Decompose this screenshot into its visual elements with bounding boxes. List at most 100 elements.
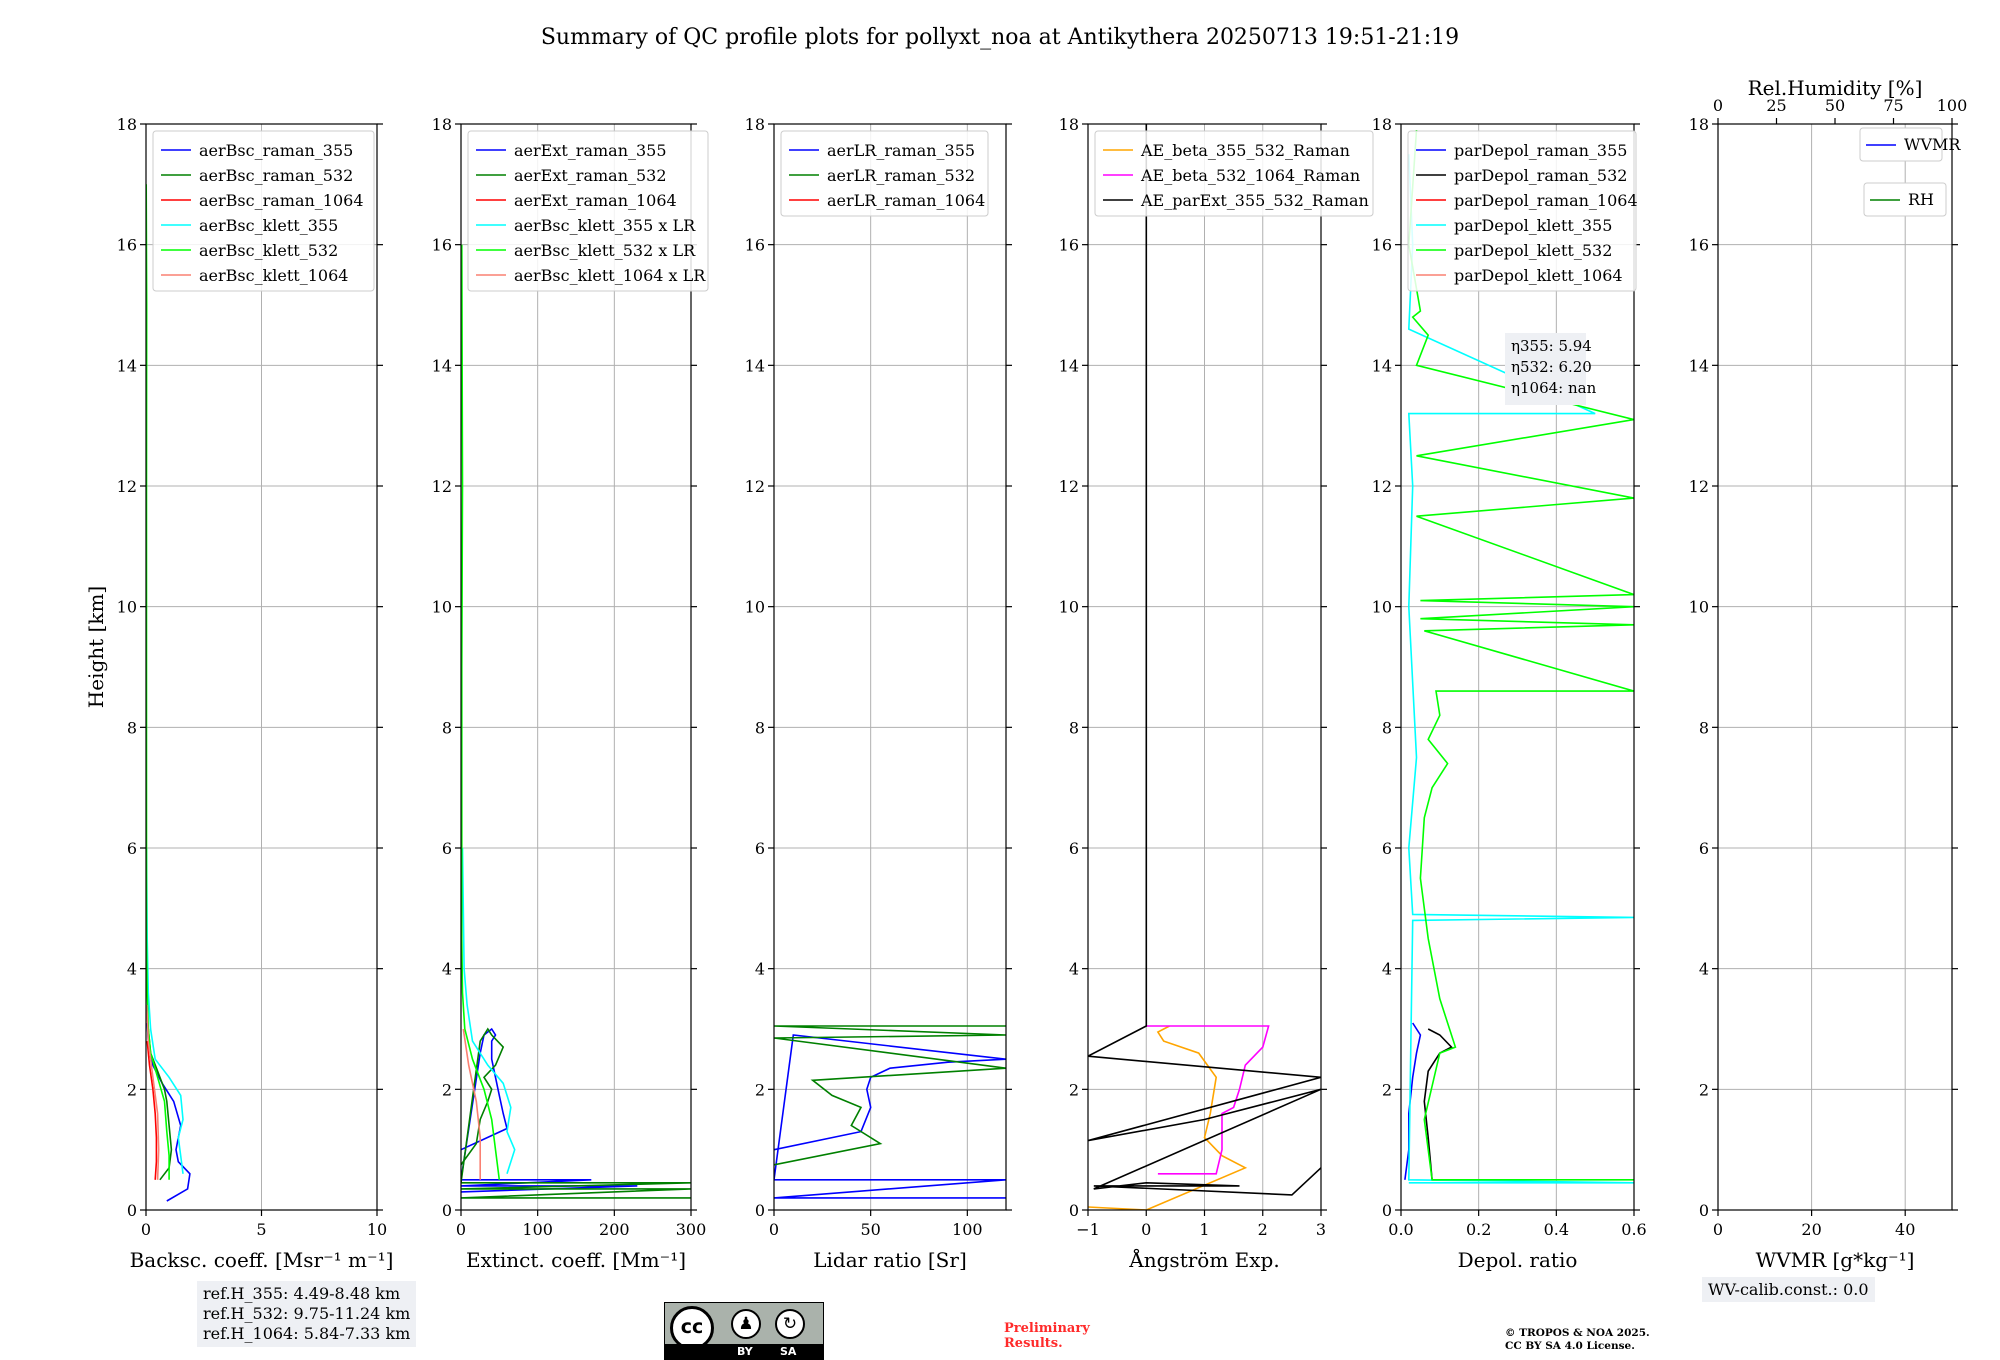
legend-label: WVMR [1904, 135, 1961, 154]
y-tick-label: 2 [442, 1080, 452, 1099]
x-tick-label: 1 [1199, 1220, 1209, 1239]
y-tick-label: 6 [442, 839, 452, 858]
preliminary-note: Preliminary Results. [1004, 1321, 1090, 1351]
y-tick-label: 14 [1689, 356, 1709, 375]
y-tick-label: 2 [1699, 1080, 1709, 1099]
legend-label: aerBsc_klett_532 x LR [514, 241, 696, 260]
y-tick-label: 2 [1382, 1080, 1392, 1099]
y-tick-label: 18 [745, 115, 765, 134]
y-tick-label: 14 [745, 356, 765, 375]
x2-tick-label: 25 [1766, 96, 1786, 115]
legend: parDepol_raman_355 parDepol_raman_532 parD… [1407, 130, 1638, 292]
legend-box [1094, 130, 1374, 217]
y-tick-label: 6 [755, 839, 765, 858]
y-tick-label: 6 [1069, 839, 1079, 858]
y-tick-label: 18 [1059, 115, 1079, 134]
axes-frame [1400, 123, 1635, 1211]
reference-heights-box: ref.H_355: 4.49-8.48 km ref.H_532: 9.75-… [197, 1281, 417, 1347]
eta-annotation: η355: 5.94 η532: 6.20 η1064: nan [1505, 333, 1597, 405]
x-tick-label: 300 [676, 1220, 707, 1239]
y-tick-label: 18 [1372, 115, 1392, 134]
legend-label: parDepol_raman_532 [1454, 166, 1627, 185]
badge-by-label: BY [737, 1345, 753, 1358]
y-tick-label: 8 [127, 718, 137, 737]
legend-label: aerLR_raman_1064 [827, 191, 985, 210]
series-line-parDepol_klett_532 [1407, 129, 1634, 1181]
legend-label: aerBsc_raman_355 [199, 141, 353, 160]
y-tick-label: 16 [1059, 236, 1079, 255]
x-tick-label: 100 [522, 1220, 553, 1239]
axes-frame [1717, 123, 1953, 1211]
panel-bsc: 0 2 4 6 8 10 12 14 16 18 0 5 10 Backsc. coeff. [Msr⁻¹… [117, 115, 394, 1272]
series-line-aerExt_raman_355 [461, 1027, 638, 1193]
y-tick-label: 14 [1372, 356, 1392, 375]
annotation-line: η532: 6.20 [1511, 358, 1592, 376]
legend: aerLR_raman_355 aerLR_raman_532 aerLR_rama… [780, 130, 989, 217]
y-tick-label: 14 [1059, 356, 1079, 375]
y-tick-label: 2 [755, 1080, 765, 1099]
series-line-aerBsc_klett_532 [146, 184, 170, 1180]
series-line-aerBsc_klett_1064 x LR [462, 1028, 482, 1180]
series-line-aerBsc_raman_1064 [146, 1041, 158, 1180]
legend-label: AE_beta_532_1064_Raman [1140, 166, 1360, 185]
x-tick-label: 0.6 [1621, 1220, 1646, 1239]
ref-height-1064: ref.H_1064: 5.84-7.33 km [203, 1324, 411, 1343]
y-tick-label: 12 [1372, 477, 1392, 496]
y-tick-label: 8 [755, 718, 765, 737]
y-tick-label: 0 [1382, 1201, 1392, 1220]
y-tick-label: 10 [117, 598, 137, 617]
x-tick-label: 0.4 [1544, 1220, 1569, 1239]
y-tick-label: 18 [1689, 115, 1709, 134]
series-line-aerLR_raman_355 [774, 1034, 1006, 1199]
legend-label: parDepol_raman_355 [1454, 141, 1627, 160]
y-tick-label: 12 [1059, 477, 1079, 496]
y-tick-label: 4 [1699, 960, 1709, 979]
x-axis-label: WVMR [g*kg⁻¹] [1756, 1248, 1915, 1272]
y-tick-label: 8 [1382, 718, 1392, 737]
legend-label: parDepol_klett_1064 [1454, 266, 1623, 285]
legend-label: aerBsc_klett_355 x LR [514, 216, 696, 235]
legend-label: aerExt_raman_355 [514, 141, 667, 160]
y-tick-label: 10 [432, 598, 452, 617]
series-line-parDepol_raman_532 [1423, 1028, 1453, 1180]
x-axis-label: Ångström Exp. [1128, 1247, 1279, 1272]
legend-box [1859, 127, 1943, 162]
legend-label: aerBsc_klett_532 [199, 241, 338, 260]
legend-label: aerBsc_klett_1064 x LR [514, 266, 706, 285]
y-tick-label: 8 [1069, 718, 1079, 737]
y-tick-label: 0 [1069, 1201, 1079, 1220]
x-axis-label: Backsc. coeff. [Msr⁻¹ m⁻¹] [130, 1248, 394, 1272]
badge-sa-label: SA [780, 1345, 797, 1358]
legend: WVMR RH [1859, 127, 1961, 217]
ref-height-355: ref.H_355: 4.49-8.48 km [203, 1284, 401, 1303]
y-tick-label: 10 [745, 598, 765, 617]
legend-box [467, 130, 709, 292]
legend-label: aerExt_raman_1064 [514, 191, 677, 210]
x2-axis-label: Rel.Humidity [%] [1748, 76, 1923, 100]
x-tick-label: 10 [367, 1220, 387, 1239]
y-tick-label: 16 [1689, 236, 1709, 255]
y-tick-label: 18 [432, 115, 452, 134]
legend-label: aerBsc_klett_355 [199, 216, 338, 235]
y-tick-label: 18 [117, 115, 137, 134]
y-tick-label: 16 [745, 236, 765, 255]
cc-by-sa-badge: cc ♟ ↻ BY SA [664, 1302, 824, 1360]
ref-height-532: ref.H_532: 9.75-11.24 km [203, 1304, 411, 1323]
panel-depol: 0 2 4 6 8 10 12 14 16 18 0.0 0.2 0.4 0.6 Depol. ratio p… [1372, 115, 1647, 1272]
share-alike-icon: ↻ [775, 1309, 805, 1339]
y-tick-label: 8 [1699, 718, 1709, 737]
legend-label: parDepol_klett_355 [1454, 216, 1612, 235]
y-tick-label: 2 [127, 1080, 137, 1099]
y-tick-label: 10 [1689, 598, 1709, 617]
x-tick-label: 0.0 [1388, 1220, 1413, 1239]
y-tick-label: 14 [432, 356, 452, 375]
y-tick-label: 0 [442, 1201, 452, 1220]
series-line-AE_beta_355_532_Raman [1088, 1025, 1248, 1210]
legend-label: aerLR_raman_355 [827, 141, 975, 160]
x2-tick-label: 75 [1883, 96, 1903, 115]
legend-label: aerLR_raman_532 [827, 166, 975, 185]
x-axis-label: Depol. ratio [1458, 1248, 1578, 1272]
